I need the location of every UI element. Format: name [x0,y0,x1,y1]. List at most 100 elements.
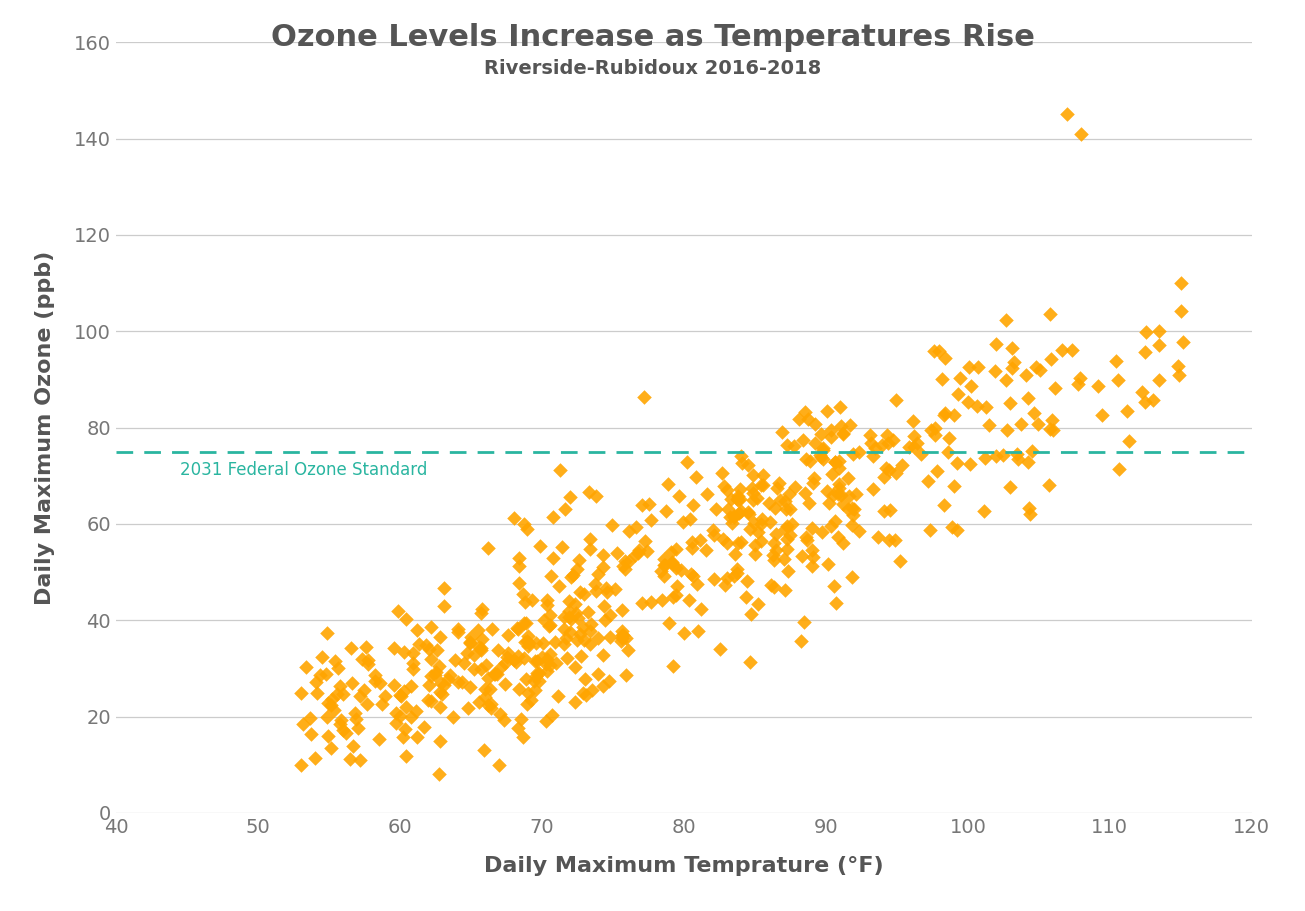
Point [750,517,771,531]
Point [420,620,441,635]
Point [1019,507,1040,521]
Point [743,493,763,507]
Point [779,527,800,542]
Point [775,502,796,517]
Point [548,689,569,703]
Point [843,447,864,462]
Point [762,548,783,562]
Point [419,642,440,657]
Point [842,569,863,584]
Point [825,514,846,528]
Point [471,640,492,655]
Point [599,673,620,688]
Point [425,664,446,679]
Point [722,492,743,507]
Point [899,440,920,455]
Point [290,758,311,773]
Point [613,558,634,573]
Point [504,510,525,525]
Point [792,549,813,564]
Point [979,418,1000,433]
Point [775,582,796,597]
Point [1018,391,1039,405]
Point [418,692,438,707]
Point [763,536,784,550]
Point [324,702,345,717]
Point [724,510,745,525]
Point [437,671,458,686]
Point [560,569,581,584]
Point [727,493,748,507]
Point [394,722,415,736]
Point [330,717,351,732]
Point [823,578,844,593]
Point [825,456,846,470]
Point [877,427,898,442]
Point [300,711,321,725]
Point [342,676,363,691]
Point [356,640,377,655]
Point [384,678,405,692]
Point [442,710,463,724]
Point [515,595,536,609]
Point [679,593,699,608]
Point [716,536,737,550]
Point [763,579,784,594]
Point [1041,413,1062,427]
Point [529,674,549,689]
Point [776,532,797,547]
Point [445,653,466,668]
Point [335,726,356,741]
Point [741,607,762,621]
Point [562,568,583,582]
Point [561,611,582,626]
Point [578,605,599,619]
Point [831,419,852,434]
Point [389,688,410,702]
Point [595,581,616,596]
Point [942,520,963,535]
Point [579,531,600,546]
Point [517,634,538,649]
Point [343,739,364,753]
Point [921,423,942,437]
Point [390,690,411,704]
Point [615,562,636,577]
Point [735,589,756,604]
Point [1017,456,1037,470]
Point [946,523,967,537]
Point [515,616,536,630]
Point [394,645,415,660]
Point [420,669,441,683]
Point [673,515,694,529]
Point [776,438,797,453]
Point [463,647,484,661]
Point [459,636,480,650]
Point [666,561,686,576]
Point [662,589,683,604]
Point [793,615,814,630]
Point [843,501,864,516]
Point [975,451,996,466]
Point [739,522,760,537]
Point [633,390,654,404]
Point [395,700,416,714]
Point [629,543,650,558]
Point [526,669,547,683]
Point [529,538,549,553]
Point [637,544,658,558]
Point [878,533,899,548]
Point [683,569,703,584]
Point [518,636,539,650]
Point [536,592,557,607]
Point [1061,343,1082,357]
Point [448,624,468,639]
Point [833,425,853,440]
Point [624,548,645,562]
Point [838,470,859,485]
Point [478,670,499,685]
Point [685,470,706,485]
Point [860,435,881,450]
Point [560,490,581,505]
Point [440,668,461,682]
